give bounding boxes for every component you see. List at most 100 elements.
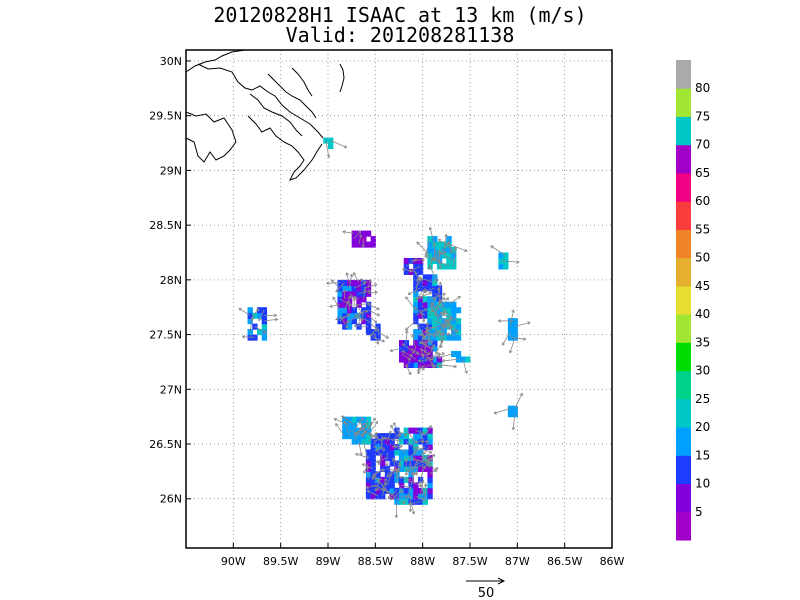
wind-cell: [356, 427, 362, 434]
wind-vector: [419, 430, 425, 443]
wind-cell: [394, 487, 400, 494]
wind-cell: [380, 460, 386, 467]
wind-cell: [389, 433, 395, 440]
wind-cell: [413, 449, 419, 456]
wind-cell: [413, 307, 419, 314]
colorbar-swatch: [676, 398, 691, 428]
wind-cell: [422, 465, 428, 472]
wind-cell: [417, 460, 424, 467]
wind-cell: [370, 454, 376, 462]
wind-vector: [390, 424, 397, 437]
wind-vector: [367, 320, 380, 332]
wind-vector: [412, 457, 430, 464]
x-tick-label: 90W: [221, 555, 246, 568]
wind-vector: [424, 238, 431, 256]
wind-cell: [356, 236, 362, 243]
wind-vector: [423, 483, 428, 502]
wind-vector: [357, 312, 362, 327]
wind-cell: [408, 356, 414, 363]
wind-cell: [384, 433, 391, 440]
wind-cell: [512, 405, 518, 412]
wind-vector: [402, 490, 412, 505]
colorbar-label: 10: [695, 477, 710, 491]
wind-cell: [399, 498, 405, 505]
wind-vector: [377, 331, 389, 339]
wind-cell: [375, 471, 381, 478]
wind-cell: [346, 416, 353, 423]
wind-vector: [429, 457, 434, 469]
wind-cell: [351, 241, 357, 248]
wind-vector: [372, 336, 385, 343]
wind-cell: [417, 301, 424, 308]
wind-cell: [356, 433, 362, 440]
wind-vector: [424, 325, 440, 330]
wind-cell: [370, 487, 376, 494]
wind-vector: [416, 324, 426, 338]
reference-arrow-head: [497, 577, 506, 585]
wind-cell: [361, 290, 367, 297]
wind-vector: [371, 468, 383, 478]
y-tick-label: 28N: [160, 274, 182, 287]
wind-vector: [442, 310, 459, 322]
wind-cell: [427, 247, 433, 254]
wind-cell: [441, 318, 447, 325]
wind-cell: [365, 241, 372, 248]
wind-vector: [444, 318, 459, 333]
wind-cell: [417, 465, 424, 472]
wind-cell: [446, 312, 452, 319]
wind-cell: [417, 487, 424, 494]
wind-cell: [408, 482, 414, 489]
wind-cell: [399, 449, 405, 456]
wind-vector: [428, 226, 435, 245]
wind-cell: [408, 465, 414, 472]
wind-vector: [419, 326, 435, 337]
wind-cell: [436, 356, 443, 363]
wind-vector: [386, 430, 392, 442]
wind-vector: [405, 320, 416, 331]
wind-cell: [451, 329, 457, 336]
wind-cell: [417, 493, 424, 500]
wind-vector: [383, 436, 402, 442]
wind-cell: [370, 241, 376, 248]
wind-vector: [443, 233, 448, 250]
wind-cell: [375, 323, 381, 330]
wind-vector: [500, 260, 520, 264]
wind-cell: [346, 433, 353, 440]
chart-title: 20120828H1 ISAAC at 13 km (m/s): [213, 3, 587, 27]
wind-vector: [352, 297, 357, 310]
wind-cell: [417, 312, 424, 319]
wind-cell: [413, 329, 419, 336]
wind-vector: [434, 293, 446, 300]
wind-vector: [514, 321, 531, 327]
wind-cell: [261, 334, 268, 341]
wind-vector: [355, 303, 364, 316]
wind-cell: [455, 350, 462, 358]
wind-vector: [408, 265, 421, 273]
wind-vector: [418, 358, 435, 363]
wind-vector: [353, 282, 367, 289]
plot-frame: [185, 49, 613, 549]
wind-vector: [361, 238, 365, 248]
y-tick-label: 27.5N: [149, 329, 182, 342]
wind-cell: [408, 449, 414, 456]
wind-cell: [455, 329, 462, 336]
wind-cell: [436, 312, 443, 319]
wind-vector: [360, 419, 369, 437]
wind-cell: [432, 345, 438, 352]
wind-vector: [369, 326, 379, 337]
wind-cell: [427, 471, 433, 478]
wind-vector: [424, 454, 436, 464]
wind-cell: [361, 416, 367, 423]
wind-vector: [439, 311, 454, 322]
wind-cell: [427, 476, 433, 483]
wind-cell: [436, 318, 443, 325]
wind-vector: [438, 297, 449, 311]
wind-vector: [423, 287, 435, 294]
wind-vector: [421, 364, 430, 370]
wind-vector: [372, 331, 380, 345]
wind-vector: [399, 475, 411, 480]
wind-cell: [351, 427, 357, 434]
wind-cell: [389, 493, 395, 500]
wind-cell: [417, 334, 424, 341]
colorbar-label: 50: [695, 251, 710, 265]
